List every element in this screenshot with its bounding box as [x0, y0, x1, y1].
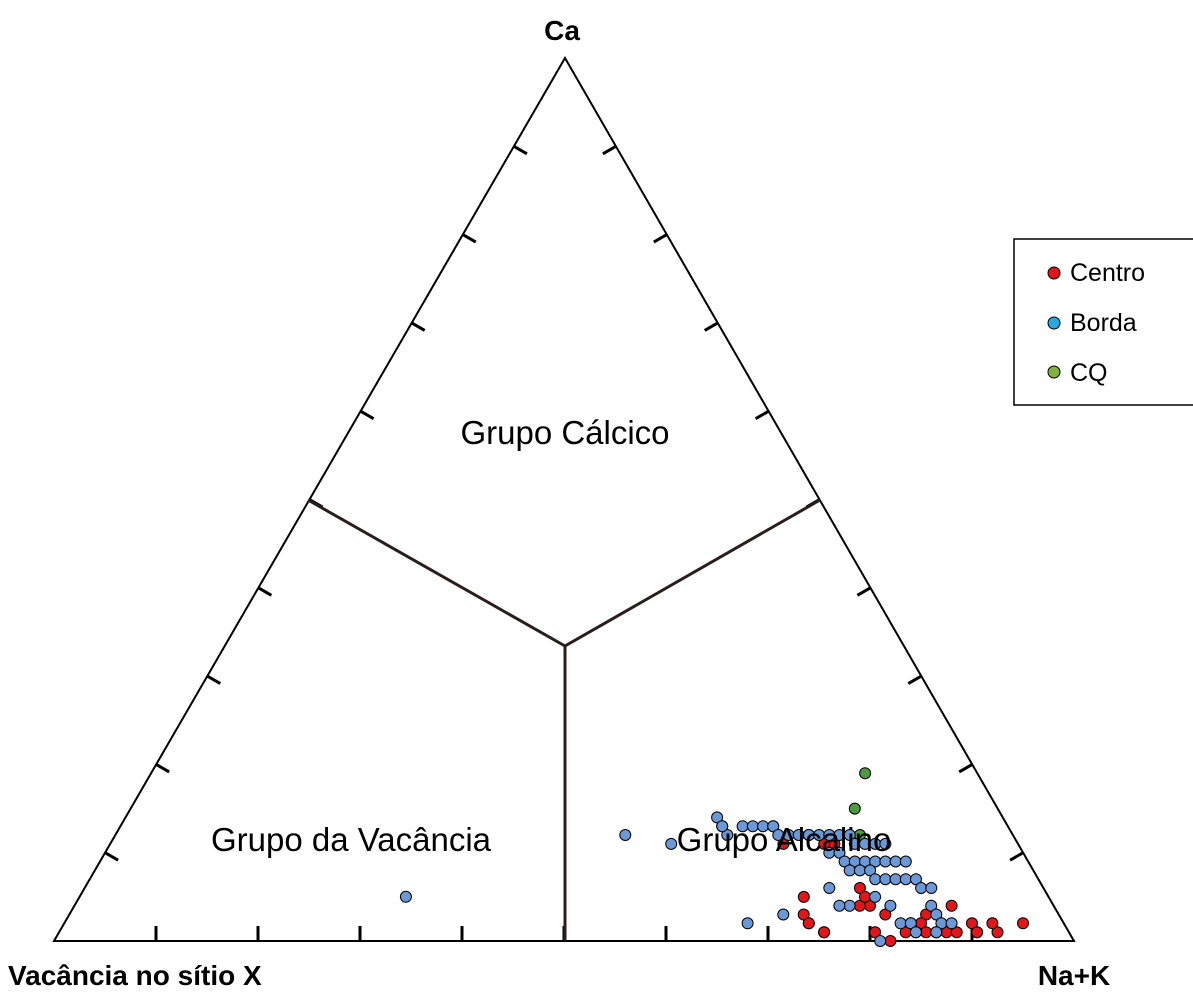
point-centro: [818, 837, 831, 850]
legend-label-cq: CQ: [1070, 359, 1108, 387]
tick-left: [359, 409, 375, 420]
point-borda: [889, 855, 902, 868]
tick-left: [410, 321, 426, 332]
point-borda: [711, 811, 724, 824]
point-borda: [869, 890, 882, 903]
boundary-right: [564, 498, 821, 648]
point-borda: [823, 882, 836, 894]
point-borda: [716, 820, 729, 833]
legend: Centro Borda CQ: [1013, 238, 1193, 406]
point-borda: [767, 820, 780, 833]
legend-marker-cq: [1047, 365, 1061, 379]
point-centro: [884, 935, 897, 947]
point-borda: [843, 829, 856, 841]
point-borda: [833, 899, 846, 912]
point-centro: [879, 908, 892, 921]
point-borda: [869, 873, 882, 886]
point-centro: [971, 926, 984, 939]
legend-box: [1013, 238, 1193, 406]
point-centro: [869, 926, 882, 939]
point-centro: [920, 926, 933, 939]
legend-label-borda: Borda: [1070, 309, 1137, 337]
point-cq: [859, 767, 872, 780]
point-centro: [818, 926, 831, 939]
point-borda: [619, 829, 632, 841]
point-borda: [399, 890, 412, 903]
point-centro: [945, 899, 958, 912]
point-borda: [894, 917, 907, 930]
boundary-left: [307, 498, 566, 648]
tick-right: [1009, 851, 1024, 862]
point-borda: [843, 864, 856, 877]
point-centro: [1017, 917, 1029, 930]
point-borda: [904, 917, 917, 930]
tick-left: [462, 233, 477, 244]
point-borda: [777, 908, 790, 921]
data-points: [399, 767, 1029, 947]
tick-right: [703, 321, 719, 332]
point-borda: [665, 837, 678, 850]
tick-left: [206, 674, 222, 685]
vertex-label-top: Ca: [544, 15, 580, 46]
point-borda: [721, 829, 734, 841]
tick-right: [907, 674, 923, 685]
point-borda: [909, 926, 922, 939]
legend-marker-borda: [1047, 316, 1061, 330]
point-borda: [879, 873, 892, 886]
tick-right: [958, 763, 973, 774]
point-borda: [945, 917, 958, 930]
tick-left: [257, 586, 273, 597]
point-centro: [797, 890, 810, 903]
tick-right: [754, 409, 770, 420]
point-cq: [848, 802, 861, 815]
tick-right: [602, 145, 617, 156]
point-borda: [833, 846, 846, 859]
point-borda: [879, 837, 892, 850]
point-centro: [859, 890, 871, 903]
tick-left: [155, 763, 170, 774]
point-borda: [889, 873, 902, 886]
legend-label-centro: Centro: [1070, 259, 1145, 287]
point-borda: [899, 855, 912, 868]
vertex-label-left: Vacância no sítio X: [8, 960, 262, 991]
point-borda: [910, 873, 922, 886]
point-centro: [797, 908, 810, 921]
legend-marker-centro: [1047, 266, 1061, 280]
point-borda: [930, 908, 943, 921]
point-borda: [930, 926, 943, 939]
point-borda: [884, 899, 897, 912]
point-centro: [991, 926, 1004, 939]
vertex-label-right: Na+K: [1038, 960, 1110, 991]
point-borda: [864, 864, 877, 877]
region-label-vacancy: Grupo da Vacância: [211, 821, 492, 858]
point-centro: [986, 917, 999, 930]
point-borda: [915, 882, 928, 894]
tick-right: [856, 586, 872, 597]
region-label-alkali: Grupo Alcalino: [677, 821, 892, 858]
point-borda: [853, 864, 866, 877]
point-borda: [843, 899, 856, 912]
point-centro: [777, 837, 790, 850]
point-borda: [925, 899, 938, 912]
point-centro: [853, 882, 866, 894]
point-borda: [741, 917, 754, 930]
point-centro: [950, 926, 963, 939]
point-centro: [802, 917, 815, 930]
point-borda: [925, 882, 938, 894]
point-borda: [899, 873, 912, 886]
point-centro: [966, 917, 978, 930]
point-borda: [874, 935, 887, 947]
tick-left: [104, 851, 119, 862]
tick-right: [653, 233, 668, 244]
region-label-calcic: Grupo Cálcico: [460, 414, 669, 451]
tick-left: [513, 145, 528, 156]
